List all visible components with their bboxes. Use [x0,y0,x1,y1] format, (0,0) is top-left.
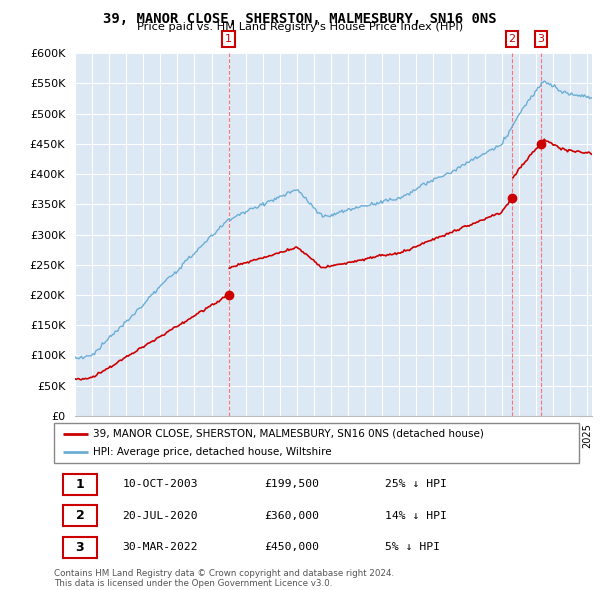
Text: 2: 2 [76,509,85,522]
Text: 39, MANOR CLOSE, SHERSTON, MALMESBURY, SN16 0NS (detached house): 39, MANOR CLOSE, SHERSTON, MALMESBURY, S… [94,429,484,439]
Text: 5% ↓ HPI: 5% ↓ HPI [385,542,440,552]
Text: £199,500: £199,500 [264,479,319,489]
Text: £450,000: £450,000 [264,542,319,552]
FancyBboxPatch shape [63,474,97,494]
Text: 25% ↓ HPI: 25% ↓ HPI [385,479,446,489]
Text: 30-MAR-2022: 30-MAR-2022 [122,542,198,552]
Text: 2: 2 [508,34,515,44]
Text: 3: 3 [76,540,84,553]
FancyBboxPatch shape [54,423,579,463]
Text: 39, MANOR CLOSE, SHERSTON, MALMESBURY, SN16 0NS: 39, MANOR CLOSE, SHERSTON, MALMESBURY, S… [103,12,497,26]
FancyBboxPatch shape [63,537,97,558]
Text: 3: 3 [538,34,544,44]
Text: Contains HM Land Registry data © Crown copyright and database right 2024.
This d: Contains HM Land Registry data © Crown c… [54,569,394,588]
Text: £360,000: £360,000 [264,511,319,520]
Text: 14% ↓ HPI: 14% ↓ HPI [385,511,446,520]
Text: 1: 1 [76,478,85,491]
Text: 20-JUL-2020: 20-JUL-2020 [122,511,198,520]
Text: Price paid vs. HM Land Registry's House Price Index (HPI): Price paid vs. HM Land Registry's House … [137,22,463,32]
FancyBboxPatch shape [63,505,97,526]
Text: 10-OCT-2003: 10-OCT-2003 [122,479,198,489]
Text: 1: 1 [225,34,232,44]
Text: HPI: Average price, detached house, Wiltshire: HPI: Average price, detached house, Wilt… [94,447,332,457]
